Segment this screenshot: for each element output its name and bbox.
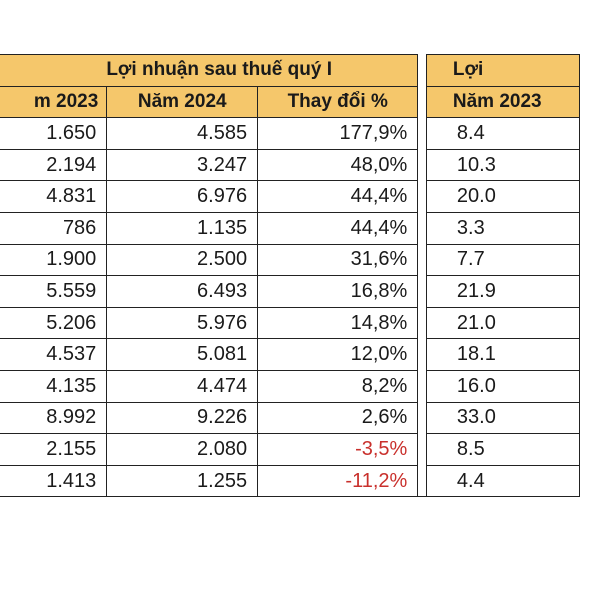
cell-2024: 5.976 <box>106 306 259 340</box>
column-header-2024: Năm 2024 <box>106 85 259 119</box>
cell-2024: 2.500 <box>106 243 259 277</box>
column-gap <box>417 117 427 150</box>
cell-next-2023: 3.3 <box>425 211 581 245</box>
cell-2024: 3.247 <box>106 148 259 182</box>
column-gap <box>417 465 427 498</box>
cell-next-2023: 8.4 <box>425 117 581 150</box>
cell-next-2023: 21.0 <box>425 306 581 340</box>
cell-change: 8,2% <box>257 369 419 403</box>
column-gap <box>417 244 427 276</box>
column-gap <box>417 54 427 87</box>
column-header-change: Thay đổi % <box>257 85 419 119</box>
cell-change: 14,8% <box>257 306 419 340</box>
cell-next-2023: 10.3 <box>425 148 581 182</box>
cell-2024: 5.081 <box>106 338 259 371</box>
cell-2023: 8.992 <box>0 401 108 435</box>
cell-next-2023: 21.9 <box>425 275 581 308</box>
column-gap <box>417 275 427 308</box>
cell-next-2023: 4.4 <box>425 464 581 498</box>
column-gap <box>417 370 427 403</box>
cell-change: 31,6% <box>257 243 419 277</box>
cell-2023: 1.650 <box>0 117 108 150</box>
cell-2024: 4.585 <box>106 117 259 150</box>
column-gap <box>417 180 427 213</box>
cell-2024: 1.135 <box>106 211 259 245</box>
cell-2023: 2.155 <box>0 433 108 466</box>
cell-change: 177,9% <box>257 117 419 150</box>
column-gap <box>417 433 427 466</box>
cell-2023: 4.135 <box>0 369 108 403</box>
cell-change: 44,4% <box>257 211 419 245</box>
column-header-2023: m 2023 <box>0 85 108 119</box>
cell-change: 2,6% <box>257 401 419 435</box>
table-row: 8.992 9.226 2,6% 33.0 <box>0 401 581 435</box>
cell-2023: 4.831 <box>0 180 108 213</box>
cell-2024: 6.976 <box>106 180 259 213</box>
cell-next-2023: 7.7 <box>425 243 581 277</box>
table-row: 5.559 6.493 16,8% 21.9 <box>0 275 581 308</box>
column-header-row: m 2023 Năm 2024 Thay đổi % Năm 2023 <box>0 85 581 119</box>
group-header-row: Lợi nhuận sau thuế quý I Lợi <box>0 54 581 87</box>
cell-change: -3,5% <box>257 433 419 466</box>
cell-2023: 786 <box>0 211 108 245</box>
table-row: 1.900 2.500 31,6% 7.7 <box>0 243 581 277</box>
column-gap <box>417 149 427 181</box>
cell-change: -11,2% <box>257 464 419 498</box>
cell-2023: 1.900 <box>0 243 108 277</box>
column-gap <box>417 307 427 339</box>
cell-change: 16,8% <box>257 275 419 308</box>
group-header-right: Lợi <box>425 54 581 87</box>
column-gap <box>417 338 427 371</box>
group-header-after-tax-profit-q1: Lợi nhuận sau thuế quý I <box>0 54 419 87</box>
cell-2023: 4.537 <box>0 338 108 371</box>
cell-change: 48,0% <box>257 148 419 182</box>
cell-next-2023: 20.0 <box>425 180 581 213</box>
cell-2024: 2.080 <box>106 433 259 466</box>
cell-2024: 9.226 <box>106 401 259 435</box>
cell-2023: 5.559 <box>0 275 108 308</box>
table-row: 4.135 4.474 8,2% 16.0 <box>0 369 581 403</box>
cell-next-2023: 18.1 <box>425 338 581 371</box>
cell-change: 44,4% <box>257 180 419 213</box>
cell-next-2023: 33.0 <box>425 401 581 435</box>
column-gap <box>417 212 427 245</box>
cell-next-2023: 8.5 <box>425 433 581 466</box>
table-row: 2.155 2.080 -3,5% 8.5 <box>0 433 581 466</box>
cell-2024: 6.493 <box>106 275 259 308</box>
cell-change: 12,0% <box>257 338 419 371</box>
cell-2023: 2.194 <box>0 148 108 182</box>
table-row: 4.831 6.976 44,4% 20.0 <box>0 180 581 213</box>
cell-2023: 1.413 <box>0 464 108 498</box>
cell-2024: 4.474 <box>106 369 259 403</box>
cell-2023: 5.206 <box>0 306 108 340</box>
table-row: 2.194 3.247 48,0% 10.3 <box>0 148 581 182</box>
column-gap <box>417 86 427 118</box>
cell-next-2023: 16.0 <box>425 369 581 403</box>
table-row: 4.537 5.081 12,0% 18.1 <box>0 338 581 371</box>
column-header-next-2023: Năm 2023 <box>425 85 581 119</box>
table-row: 1.413 1.255 -11,2% 4.4 <box>0 464 581 498</box>
cell-2024: 1.255 <box>106 464 259 498</box>
table-row: 786 1.135 44,4% 3.3 <box>0 211 581 245</box>
profit-table: Lợi nhuận sau thuế quý I Lợi m 2023 Năm 2… <box>0 54 581 498</box>
table-row: 1.650 4.585 177,9% 8.4 <box>0 117 581 150</box>
table-row: 5.206 5.976 14,8% 21.0 <box>0 306 581 340</box>
column-gap <box>417 402 427 434</box>
